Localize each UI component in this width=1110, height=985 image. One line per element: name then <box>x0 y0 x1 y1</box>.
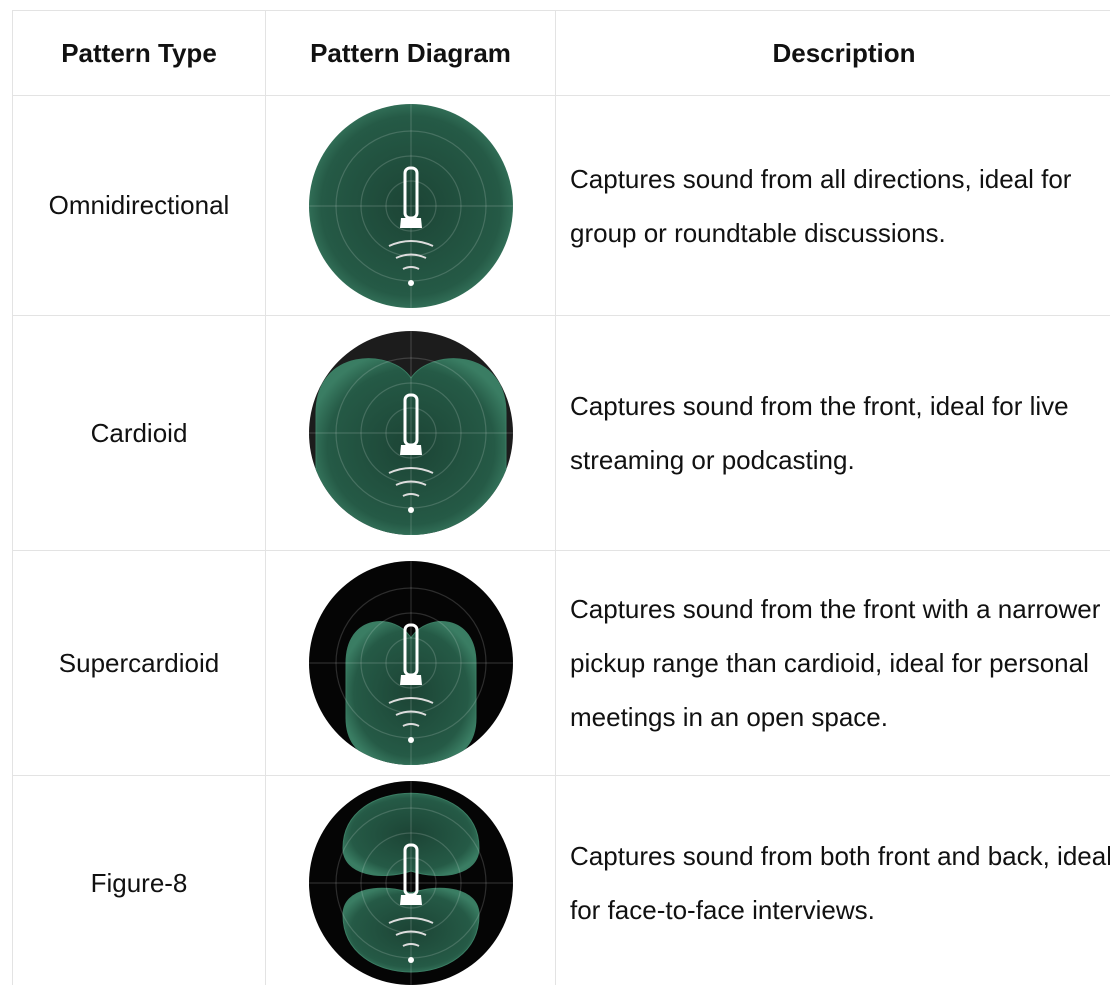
diagram-cell <box>265 315 556 551</box>
diagram-cell <box>265 550 556 776</box>
pattern-type: Figure-8 <box>12 775 266 985</box>
diagram-cell <box>265 95 556 316</box>
pattern-diagram <box>307 560 514 766</box>
row: Supercardioid Captures sound from the fr… <box>12 550 1110 776</box>
description: Captures sound from both front and back,… <box>555 775 1110 985</box>
pattern-table: Pattern Type Pattern Diagram Description… <box>12 10 1110 985</box>
header-row: Pattern Type Pattern Diagram Description <box>12 10 1110 96</box>
pattern-diagram <box>307 102 514 309</box>
row: Omnidirectional Captures sound from all … <box>12 95 1110 316</box>
description: Captures sound from all directions, idea… <box>555 95 1110 316</box>
description: Captures sound from the front, ideal for… <box>555 315 1110 551</box>
header-cell: Pattern Type <box>12 10 266 96</box>
pattern-type: Omnidirectional <box>12 95 266 316</box>
pattern-diagram <box>307 780 514 985</box>
row: Cardioid Captures sound from the front, … <box>12 315 1110 551</box>
header-cell: Pattern Diagram <box>265 10 556 96</box>
row: Figure-8 Captures sound from both front … <box>12 775 1110 985</box>
pattern-type: Supercardioid <box>12 550 266 776</box>
description: Captures sound from the front with a nar… <box>555 550 1110 776</box>
diagram-cell <box>265 775 556 985</box>
header-cell: Description <box>555 10 1110 96</box>
pattern-type: Cardioid <box>12 315 266 551</box>
pattern-diagram <box>307 330 514 536</box>
